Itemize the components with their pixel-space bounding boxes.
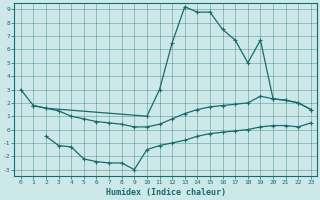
X-axis label: Humidex (Indice chaleur): Humidex (Indice chaleur) bbox=[106, 188, 226, 197]
